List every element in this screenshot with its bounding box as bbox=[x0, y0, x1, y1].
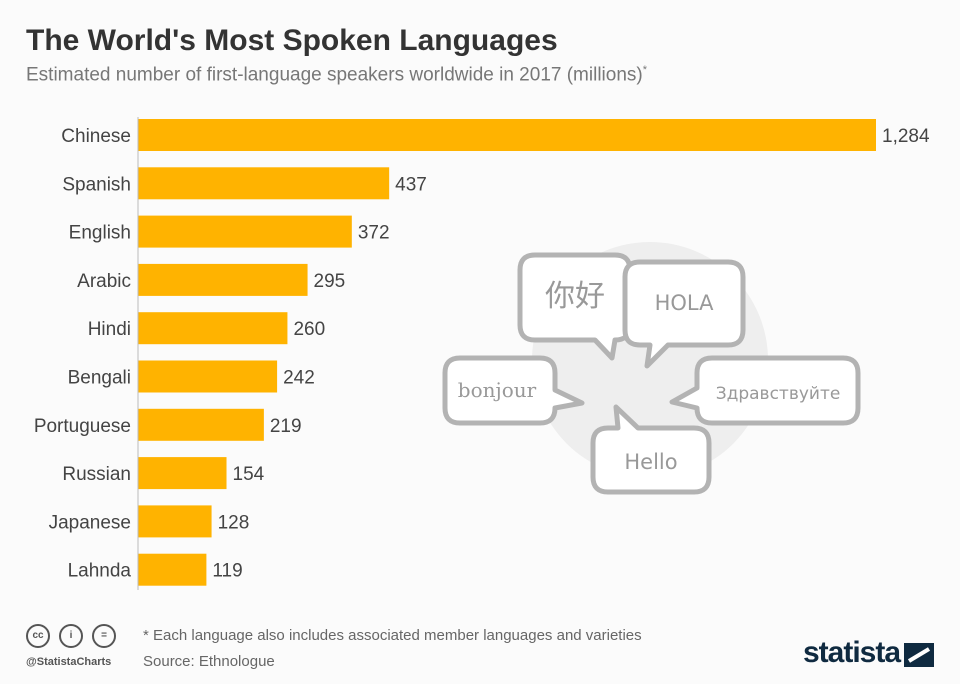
attribution-icon: i bbox=[59, 624, 83, 648]
bar-hindi bbox=[138, 312, 288, 345]
value-label: 295 bbox=[314, 271, 346, 292]
value-label: 219 bbox=[270, 416, 302, 437]
value-label: 260 bbox=[293, 319, 325, 340]
no-derivatives-icon: = bbox=[92, 624, 116, 648]
statista-logo-mark-icon bbox=[904, 643, 934, 667]
bar-portuguese bbox=[138, 408, 264, 441]
value-label: 242 bbox=[283, 368, 315, 389]
chart-title: The World's Most Spoken Languages bbox=[26, 24, 558, 57]
bar-russian bbox=[138, 457, 227, 490]
bubble-text: HOLA bbox=[655, 291, 715, 315]
bar-arabic bbox=[138, 263, 308, 296]
category-label: Portuguese bbox=[34, 416, 131, 437]
category-label: Japanese bbox=[49, 512, 131, 533]
statista-logo[interactable]: statista bbox=[803, 636, 901, 669]
bar-chinese bbox=[138, 119, 876, 151]
footnote: * Each language also includes associated… bbox=[143, 627, 642, 644]
category-label: Arabic bbox=[77, 271, 131, 292]
twitter-handle[interactable]: @StatistaCharts bbox=[26, 656, 112, 668]
subtitle-footnote-mark: * bbox=[642, 64, 648, 76]
bar-bengali bbox=[138, 360, 278, 393]
value-label: 154 bbox=[233, 464, 265, 485]
category-label: Chinese bbox=[61, 126, 131, 147]
bubble-text: Hello bbox=[624, 450, 677, 474]
category-label: Hindi bbox=[88, 319, 131, 340]
chart-subtitle: Estimated number of first-language speak… bbox=[26, 64, 647, 86]
speech-bubbles-illustration: 你好 HOLA bonjour Здравствуйте Hello bbox=[442, 242, 861, 495]
source: Source: Ethnologue bbox=[143, 653, 275, 670]
bar-english bbox=[138, 215, 352, 248]
speech-bubble-french bbox=[442, 355, 585, 426]
bubble-text: Здравствуйте bbox=[716, 384, 841, 404]
bar-spanish bbox=[138, 167, 390, 200]
speech-bubble-spanish bbox=[622, 259, 746, 369]
category-label: Lahnda bbox=[68, 561, 132, 582]
bubble-text: 你好 bbox=[545, 279, 605, 314]
value-label: 128 bbox=[218, 512, 250, 533]
category-label: English bbox=[69, 223, 131, 244]
value-label: 372 bbox=[358, 223, 390, 244]
bar-japanese bbox=[138, 505, 212, 538]
bar-lahnda bbox=[138, 553, 207, 586]
creative-commons-icon: cc bbox=[26, 624, 50, 648]
category-label: Russian bbox=[62, 464, 131, 485]
subtitle-text: Estimated number of first-language speak… bbox=[26, 64, 643, 86]
value-label: 119 bbox=[212, 561, 242, 582]
bubble-text: bonjour bbox=[458, 378, 537, 402]
category-label: Spanish bbox=[62, 174, 131, 195]
category-label: Bengali bbox=[68, 368, 131, 389]
speech-bubble-english bbox=[590, 404, 712, 495]
value-label: 1,284 bbox=[882, 126, 930, 147]
value-label: 437 bbox=[395, 174, 427, 195]
speech-bubble-russian bbox=[669, 355, 861, 426]
